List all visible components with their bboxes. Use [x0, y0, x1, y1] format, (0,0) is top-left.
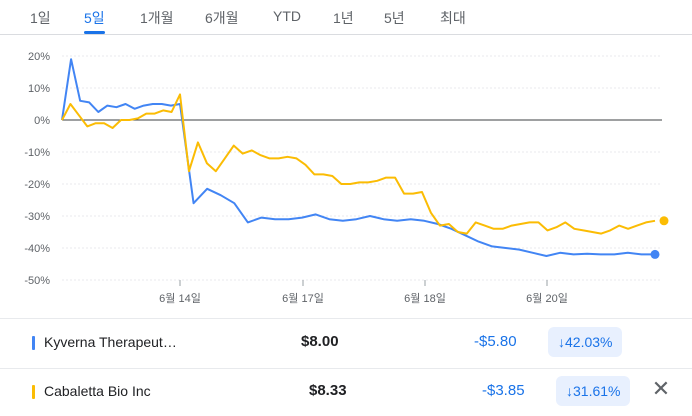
- tab-ytd[interactable]: YTD: [273, 8, 301, 24]
- tab-1m[interactable]: 1개월: [140, 10, 174, 26]
- y-tick-label: 0%: [34, 115, 50, 127]
- x-tick-label: 6월 18일: [404, 291, 446, 304]
- tab-6m[interactable]: 6개월: [205, 10, 239, 26]
- series-end-dot: [650, 249, 660, 259]
- y-tick-label: -20%: [24, 179, 50, 191]
- security-price: $8.33: [309, 382, 347, 399]
- y-tick-label: 20%: [28, 51, 50, 63]
- y-tick-label: -40%: [24, 243, 50, 255]
- percent-change-badge: ↓42.03%: [548, 327, 623, 357]
- security-name: Kyverna Therapeut…: [44, 334, 177, 350]
- x-tick-label: 6월 14일: [159, 291, 201, 304]
- series-line-cabaletta: [61, 93, 656, 235]
- series-end-dot: [659, 216, 669, 226]
- legend-row-cabaletta[interactable]: Cabaletta Bio Inc $8.33 -$3.85 ↓31.61% ✕: [0, 370, 692, 414]
- legend-divider: [0, 368, 692, 369]
- security-price: $8.00: [301, 333, 339, 350]
- comparison-chart[interactable]: 20% 10% 0% -10% -20% -30% -40% -50% 6월 14일 6월 17일…: [0, 36, 692, 304]
- range-tabs: 1일 5일 1개월 6개월 YTD 1년 5년 최대: [0, 0, 692, 34]
- series-line-kyverna: [61, 58, 655, 257]
- chart-divider: [0, 318, 692, 319]
- y-tick-label: -10%: [24, 147, 50, 159]
- y-tick-label: -50%: [24, 275, 50, 287]
- x-tick-label: 6월 17일: [282, 291, 324, 304]
- tab-5d[interactable]: 5일: [84, 8, 105, 34]
- security-change: -$3.85: [482, 382, 525, 399]
- series-swatch: [32, 385, 35, 399]
- legend-row-kyverna[interactable]: Kyverna Therapeut… $8.00 -$5.80 ↓42.03%: [0, 321, 692, 365]
- tabs-divider: [0, 34, 692, 35]
- series-swatch: [32, 336, 35, 350]
- percent-change-badge: ↓31.61%: [556, 376, 631, 406]
- tab-5y[interactable]: 5년: [384, 10, 405, 26]
- x-tick-label: 6월 20일: [526, 291, 568, 304]
- tab-max[interactable]: 최대: [440, 10, 466, 26]
- y-tick-label: 10%: [28, 83, 50, 95]
- tab-1d[interactable]: 1일: [30, 10, 51, 26]
- y-tick-label: -30%: [24, 211, 50, 223]
- active-tab-indicator: [84, 31, 105, 34]
- close-icon[interactable]: ✕: [651, 376, 671, 401]
- security-change: -$5.80: [474, 333, 517, 350]
- security-name: Cabaletta Bio Inc: [44, 383, 151, 399]
- tab-1y[interactable]: 1년: [333, 10, 354, 26]
